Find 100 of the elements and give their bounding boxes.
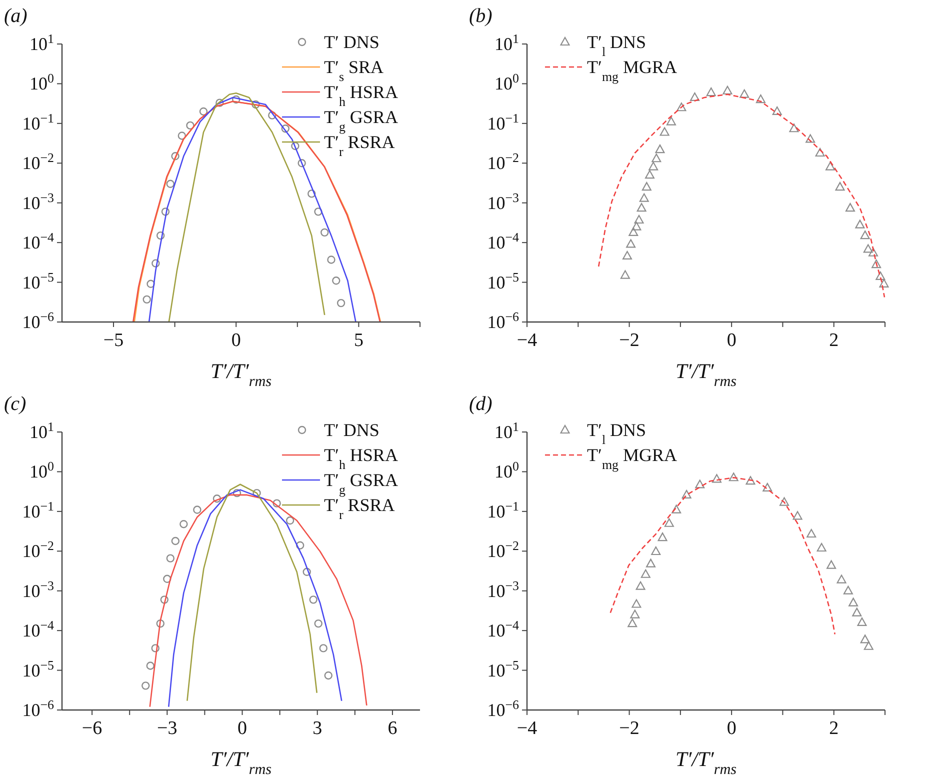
y-tick-label: 10$^{−3}$ (487, 189, 519, 213)
point (622, 250, 632, 260)
legend-label: T′$_{h}$ HSRA (324, 445, 398, 472)
point (212, 494, 222, 503)
point (296, 541, 304, 550)
point (336, 298, 346, 308)
point (664, 518, 674, 527)
point (151, 644, 160, 652)
point (166, 554, 174, 562)
legend-label: T′$_{g}$ GSRA (324, 470, 398, 496)
point (642, 182, 652, 191)
point (178, 132, 186, 140)
x-axis-title: T′/T′$_{rms}$ (210, 747, 272, 775)
x-tick-label: 0 (231, 330, 241, 351)
point (666, 116, 676, 126)
chart-title: (c) (4, 393, 27, 415)
y-tick-label: 10$^{−4}$ (22, 229, 55, 253)
point (868, 248, 878, 256)
y-tick-label: 10$^{−2}$ (22, 538, 54, 562)
point (156, 619, 164, 628)
point (291, 142, 300, 150)
y-tick-label: 10$^{−3}$ (22, 577, 54, 601)
point (816, 542, 826, 552)
point (740, 89, 750, 98)
y-tick-label: 10$^{−1}$ (22, 110, 54, 134)
point (806, 528, 816, 538)
point (161, 208, 170, 216)
point (252, 488, 261, 498)
point (314, 208, 322, 216)
point (651, 546, 661, 556)
point (319, 644, 328, 652)
point (166, 180, 174, 188)
y-tick-label: 10$^{−6}$ (22, 308, 55, 332)
point (634, 214, 644, 224)
x-tick-label: 2 (829, 718, 839, 739)
point (152, 259, 160, 268)
y-tick-label: 10$^{−1}$ (487, 110, 519, 134)
point (636, 203, 646, 212)
point (826, 560, 836, 569)
point (646, 558, 656, 568)
x-tick-label: −2 (619, 718, 640, 739)
legend-label: T′$_{g}$ GSRA (324, 107, 398, 134)
chart-title: (a) (4, 5, 28, 27)
point (762, 482, 772, 492)
point (281, 124, 290, 133)
chart-title: (d) (469, 393, 493, 415)
point (640, 569, 650, 578)
x-axis-title: T′/T′$_{rms}$ (675, 747, 737, 775)
legend-label: T′$_{mg}$ MGRA (587, 57, 678, 84)
point (655, 144, 665, 154)
point (706, 87, 716, 96)
point (855, 220, 865, 228)
point (780, 497, 789, 506)
point (682, 490, 692, 498)
y-tick-label: 10$^{0}$ (494, 70, 519, 94)
y-tick-label: 10$^{1}$ (494, 30, 519, 54)
point (309, 596, 318, 604)
point (639, 193, 649, 202)
point (626, 239, 636, 248)
point (628, 618, 638, 628)
point (863, 244, 873, 253)
point (252, 100, 260, 109)
y-tick-label: 10$^{−6}$ (487, 696, 520, 720)
point (876, 271, 886, 280)
y-tick-label: 10$^{−3}$ (487, 577, 519, 601)
x-tick-label: 6 (388, 718, 398, 739)
y-tick-label: 10$^{0}$ (494, 458, 519, 482)
legend-label: T′$_{l}$ DNS (587, 32, 646, 58)
point (324, 671, 332, 680)
point (644, 170, 654, 179)
point (857, 617, 867, 626)
x-tick-label: 0 (726, 718, 736, 739)
point (268, 111, 276, 120)
point (676, 102, 686, 112)
point (658, 532, 668, 542)
point (142, 295, 151, 304)
point (630, 610, 640, 618)
point (756, 94, 766, 104)
legend-label: T′ DNS (324, 32, 380, 52)
point (163, 574, 172, 583)
point (852, 608, 862, 616)
point (652, 154, 662, 162)
x-tick-label: 3 (312, 718, 322, 739)
legend-label: T′$_{s}$ SRA (324, 57, 384, 84)
point (712, 474, 722, 483)
point (180, 520, 188, 528)
point (728, 472, 738, 482)
point (308, 190, 316, 198)
point (327, 256, 336, 264)
point (660, 127, 670, 136)
y-tick-label: 10$^{−5}$ (487, 268, 519, 292)
x-tick-label: 0 (238, 718, 247, 739)
point (836, 574, 846, 584)
y-tick-label: 10$^{0}$ (30, 458, 54, 482)
point (806, 134, 816, 143)
point (860, 634, 870, 644)
point (320, 228, 329, 237)
point (672, 504, 682, 514)
point (648, 162, 658, 170)
x-tick-label: −3 (157, 718, 178, 739)
